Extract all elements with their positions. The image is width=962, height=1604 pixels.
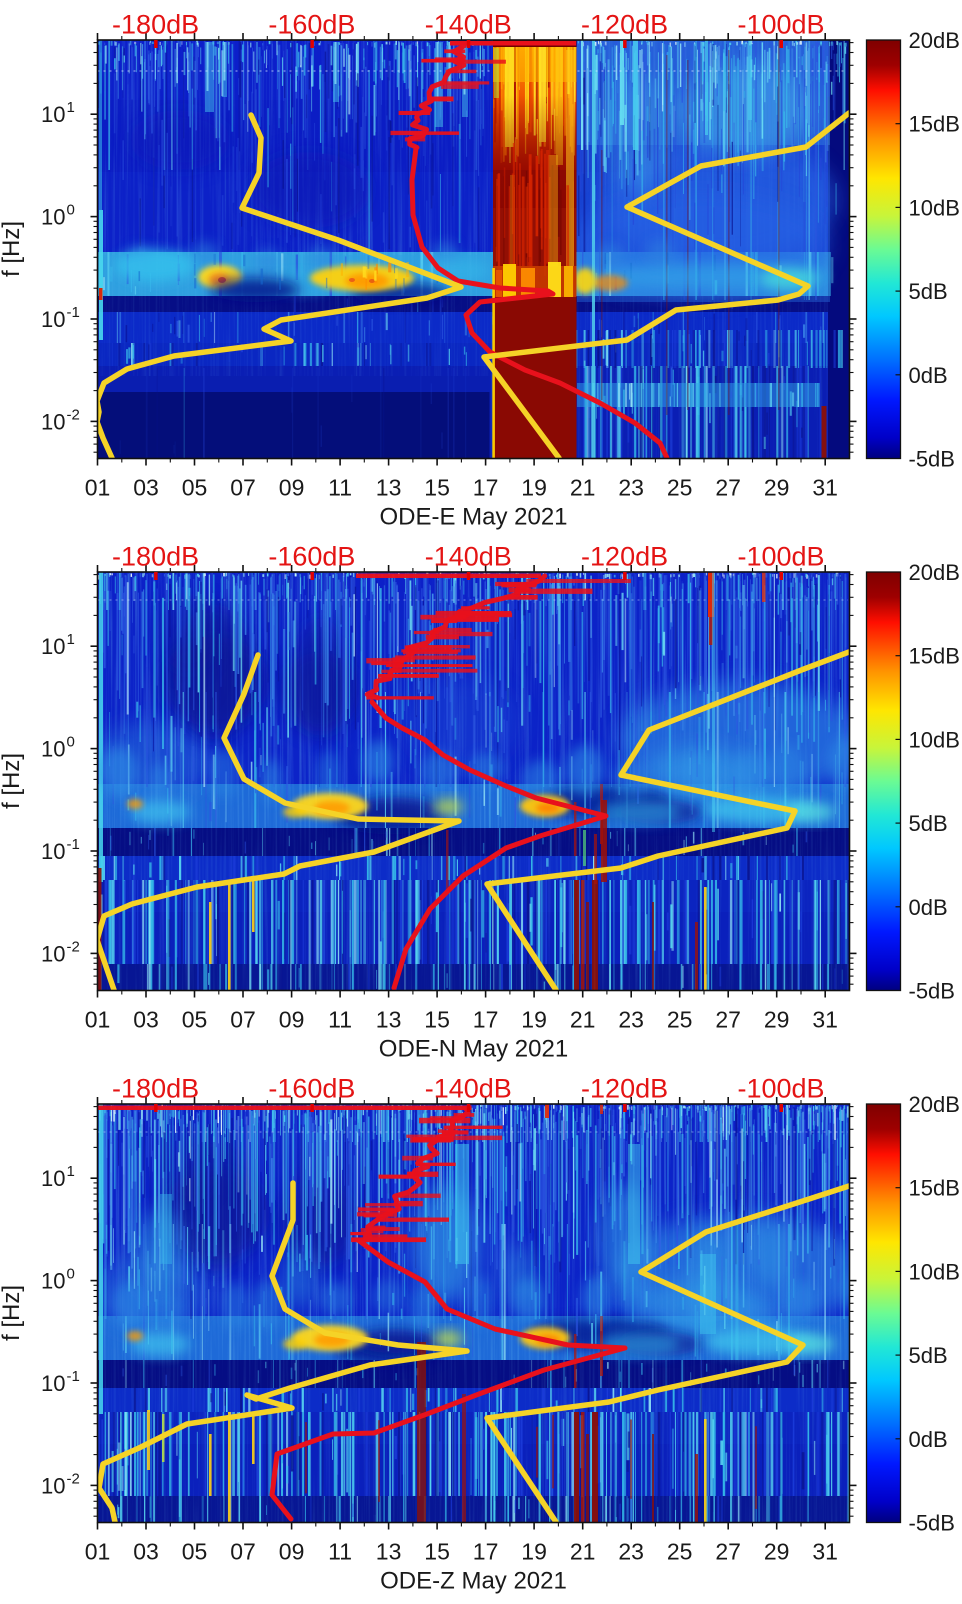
svg-text:01: 01	[85, 475, 111, 501]
svg-text:11: 11	[328, 475, 352, 501]
svg-text:10: 10	[41, 102, 65, 127]
svg-text:0: 0	[67, 202, 75, 219]
svg-text:-1: -1	[67, 304, 80, 321]
svg-text:15: 15	[424, 475, 450, 501]
svg-text:17: 17	[473, 475, 499, 501]
svg-text:10: 10	[41, 205, 65, 230]
svg-text:25: 25	[667, 475, 693, 501]
svg-text:1: 1	[67, 99, 75, 116]
svg-text:10: 10	[41, 307, 65, 332]
svg-text:19: 19	[521, 475, 547, 501]
svg-text:13: 13	[376, 475, 402, 501]
svg-text:03: 03	[133, 475, 159, 501]
svg-text:07: 07	[230, 475, 256, 501]
svg-text:09: 09	[279, 475, 305, 501]
svg-text:-2: -2	[67, 406, 80, 423]
svg-text:27: 27	[715, 475, 741, 501]
svg-text:29: 29	[764, 475, 790, 501]
svg-text:10: 10	[41, 409, 65, 434]
svg-text:31: 31	[812, 475, 838, 501]
svg-text:21: 21	[570, 475, 596, 501]
svg-text:23: 23	[618, 475, 644, 501]
svg-text:05: 05	[182, 475, 208, 501]
